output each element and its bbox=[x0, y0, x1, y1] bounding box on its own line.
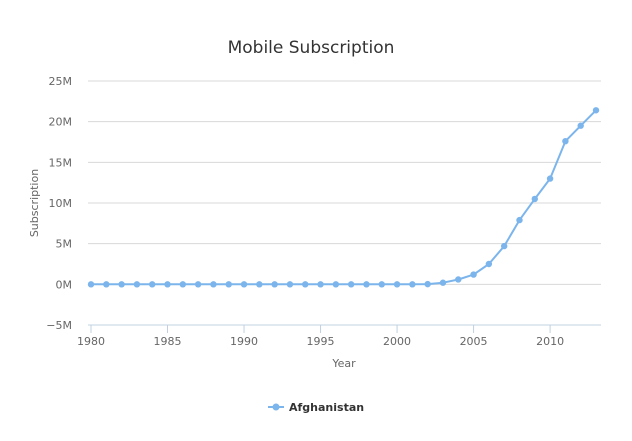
data-point[interactable] bbox=[164, 281, 171, 288]
data-point[interactable] bbox=[439, 279, 447, 286]
data-point[interactable] bbox=[592, 107, 600, 114]
y-tick-label: 20M bbox=[49, 116, 73, 129]
data-point[interactable] bbox=[531, 195, 538, 203]
y-axis-ticks: −5M 0M 5M 10M 15M 20M 25M bbox=[46, 75, 72, 332]
data-point[interactable] bbox=[516, 216, 523, 224]
x-tick-label: 2010 bbox=[536, 335, 564, 348]
data-point[interactable] bbox=[393, 281, 401, 288]
x-axis: 1980 1985 1990 1995 2000 2005 2010 bbox=[77, 324, 601, 348]
y-tick-label: −5M bbox=[46, 319, 72, 332]
data-point[interactable] bbox=[500, 242, 508, 250]
y-tick-label: 10M bbox=[49, 197, 73, 210]
data-point[interactable] bbox=[485, 260, 493, 268]
legend-marker bbox=[272, 403, 280, 411]
data-point[interactable] bbox=[240, 281, 248, 288]
grid-lines bbox=[88, 80, 601, 326]
data-point[interactable] bbox=[470, 271, 477, 278]
data-point[interactable] bbox=[455, 276, 462, 283]
data-point[interactable] bbox=[378, 281, 385, 288]
data-point[interactable] bbox=[546, 175, 554, 182]
x-tick-label: 1990 bbox=[230, 335, 258, 348]
x-tick-label: 1985 bbox=[154, 335, 182, 348]
data-point[interactable] bbox=[424, 280, 431, 288]
data-point[interactable] bbox=[210, 281, 217, 288]
data-point[interactable] bbox=[118, 281, 125, 288]
data-point[interactable] bbox=[302, 281, 309, 288]
chart-title: Mobile Subscription bbox=[228, 38, 395, 58]
data-point[interactable] bbox=[103, 281, 110, 288]
data-point[interactable] bbox=[225, 281, 232, 288]
y-axis-title: Subscription bbox=[28, 169, 41, 237]
data-point[interactable] bbox=[409, 281, 416, 288]
data-point[interactable] bbox=[256, 281, 263, 288]
x-tick-label: 1980 bbox=[77, 335, 105, 348]
data-point[interactable] bbox=[363, 281, 370, 288]
data-point[interactable] bbox=[347, 281, 355, 288]
data-point[interactable] bbox=[577, 122, 584, 129]
data-point[interactable] bbox=[133, 281, 141, 288]
x-tick-label: 2000 bbox=[383, 335, 411, 348]
data-point[interactable] bbox=[332, 281, 340, 288]
x-tick-label: 2005 bbox=[460, 335, 488, 348]
y-tick-label: 0M bbox=[56, 278, 73, 291]
data-point[interactable] bbox=[87, 281, 95, 288]
data-point[interactable] bbox=[286, 281, 294, 288]
data-point[interactable] bbox=[562, 137, 569, 145]
legend-label-afghanistan[interactable]: Afghanistan bbox=[289, 401, 364, 414]
x-tick-label: 1995 bbox=[307, 335, 335, 348]
y-tick-label: 25M bbox=[49, 75, 73, 88]
x-axis-title: Year bbox=[331, 357, 356, 370]
legend[interactable]: Afghanistan bbox=[268, 401, 364, 414]
data-point[interactable] bbox=[317, 281, 324, 288]
y-tick-label: 5M bbox=[56, 238, 73, 251]
data-point[interactable] bbox=[149, 281, 156, 288]
data-point[interactable] bbox=[271, 281, 278, 288]
series-line bbox=[91, 109, 597, 286]
series-layer bbox=[87, 107, 600, 288]
data-point[interactable] bbox=[179, 281, 187, 288]
y-tick-label: 15M bbox=[49, 156, 73, 169]
data-point[interactable] bbox=[194, 281, 202, 288]
